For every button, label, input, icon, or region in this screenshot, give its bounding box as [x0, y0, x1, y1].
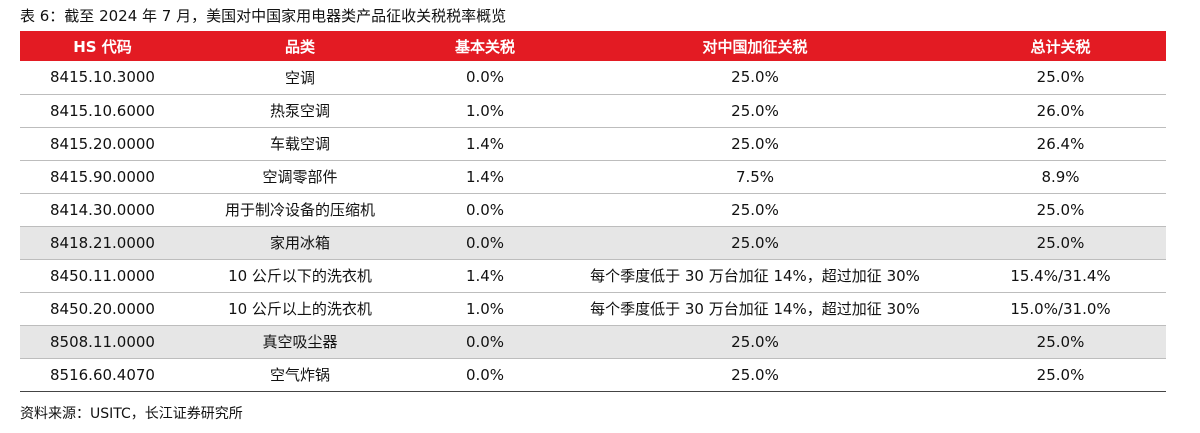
hs-code-cell: 8450.11.0000	[50, 266, 155, 285]
additional-tariff-cell: 25.0%	[731, 365, 779, 384]
category-cell: 10 公斤以上的洗衣机	[228, 300, 372, 318]
total-tariff-cell: 25.0%	[1036, 365, 1085, 384]
base-tariff-cell: 1.4%	[465, 134, 505, 153]
additional-tariff-cell: 25.0%	[731, 233, 779, 252]
category-cell: 空调零部件	[262, 168, 338, 186]
hs-code-cell: 8415.90.0000	[50, 167, 155, 186]
base-tariff-cell: 1.4%	[465, 167, 505, 186]
table-row: 8450.20.0000 10 公斤以上的洗衣机 1.0% 每个季度低于 30 万台加…	[20, 292, 1166, 325]
additional-tariff-cell: 25.0%	[731, 101, 779, 120]
header-base-tariff: 基本关税	[454, 37, 515, 56]
category-cell: 用于制冷设备的压缩机	[224, 201, 375, 219]
base-tariff-cell: 0.0%	[465, 68, 505, 87]
total-tariff-cell: 25.0%	[1036, 200, 1085, 219]
category-cell: 真空吸尘器	[262, 333, 338, 351]
base-tariff-cell: 1.0%	[465, 101, 505, 120]
table-row: 8415.10.6000 热泵空调 1.0% 25.0% 26.0%	[20, 94, 1166, 127]
hs-code-cell: 8508.11.0000	[50, 332, 155, 351]
total-tariff-cell: 26.0%	[1036, 101, 1085, 120]
additional-tariff-cell: 25.0%	[731, 68, 779, 87]
total-tariff-cell: 26.4%	[1036, 134, 1085, 153]
category-cell: 家用冰箱	[269, 234, 330, 252]
category-cell: 热泵空调	[269, 102, 330, 120]
base-tariff-cell: 0.0%	[465, 332, 505, 351]
total-tariff-cell: 25.0%	[1036, 68, 1085, 87]
total-tariff-cell: 15.0%/31.0%	[1010, 299, 1111, 318]
base-tariff-cell: 1.4%	[465, 266, 505, 285]
category-cell: 空气炸锅	[269, 366, 330, 384]
header-total-tariff: 总计关税	[1030, 37, 1091, 56]
hs-code-cell: 8415.20.0000	[50, 134, 155, 153]
category-cell: 10 公斤以下的洗衣机	[228, 267, 372, 285]
additional-tariff-cell: 25.0%	[731, 332, 779, 351]
table-row: 8516.60.4070 空气炸锅 0.0% 25.0% 25.0%	[20, 358, 1166, 391]
base-tariff-cell: 0.0%	[465, 233, 505, 252]
hs-code-cell: 8450.20.0000	[50, 299, 155, 318]
hs-code-cell: 8516.60.4070	[50, 365, 155, 384]
tariff-table: HS 代码 品类 基本关税 对中国加征关税 总计关税 8415.10.3000 空…	[20, 31, 1166, 392]
hs-code-cell: 8415.10.6000	[50, 101, 155, 120]
additional-tariff-cell: 25.0%	[731, 200, 779, 219]
base-tariff-cell: 0.0%	[465, 365, 505, 384]
table-row: 8414.30.0000 用于制冷设备的压缩机 0.0% 25.0% 25.0%	[20, 193, 1166, 226]
total-tariff-cell: 8.9%	[1041, 167, 1080, 186]
category-cell: 车载空调	[269, 135, 330, 153]
header-hs-code: HS 代码	[73, 37, 132, 56]
category-cell: 空调	[284, 68, 315, 87]
table-body: 8415.10.3000 空调 0.0% 25.0% 25.0% 8415.10.6000…	[20, 61, 1166, 391]
additional-tariff-cell: 7.5%	[735, 167, 775, 186]
hs-code-cell: 8414.30.0000	[50, 200, 155, 219]
total-tariff-cell: 25.0%	[1036, 233, 1085, 252]
table-caption: 表 6：截至 2024 年 7 月，美国对中国家用电器类产品征收关税税率概览	[20, 7, 507, 25]
table-row: 8415.90.0000 空调零部件 1.4% 7.5% 8.9%	[20, 160, 1166, 193]
table-header-row: HS 代码 品类 基本关税 对中国加征关税 总计关税	[20, 31, 1166, 61]
total-tariff-cell: 25.0%	[1036, 332, 1085, 351]
table-row: 8418.21.0000 家用冰箱 0.0% 25.0% 25.0%	[20, 226, 1166, 259]
additional-tariff-cell: 每个季度低于 30 万台加征 14%，超过加征 30%	[590, 267, 920, 285]
hs-code-cell: 8418.21.0000	[50, 233, 155, 252]
table-row: 8450.11.0000 10 公斤以下的洗衣机 1.4% 每个季度低于 30 万台加…	[20, 259, 1166, 292]
additional-tariff-cell: 每个季度低于 30 万台加征 14%，超过加征 30%	[590, 300, 920, 318]
hs-code-cell: 8415.10.3000	[50, 68, 155, 87]
header-additional-tariff: 对中国加征关税	[702, 37, 808, 56]
table-row: 8508.11.0000 真空吸尘器 0.0% 25.0% 25.0%	[20, 325, 1166, 358]
base-tariff-cell: 0.0%	[465, 200, 505, 219]
table-row: 8415.10.3000 空调 0.0% 25.0% 25.0%	[20, 61, 1166, 94]
table-row: 8415.20.0000 车载空调 1.4% 25.0% 26.4%	[20, 127, 1166, 160]
header-category: 品类	[284, 37, 315, 56]
additional-tariff-cell: 25.0%	[731, 134, 779, 153]
total-tariff-cell: 15.4%/31.4%	[1010, 266, 1111, 285]
base-tariff-cell: 1.0%	[465, 299, 505, 318]
source-note: 资料来源：USITC，长江证券研究所	[20, 406, 243, 422]
